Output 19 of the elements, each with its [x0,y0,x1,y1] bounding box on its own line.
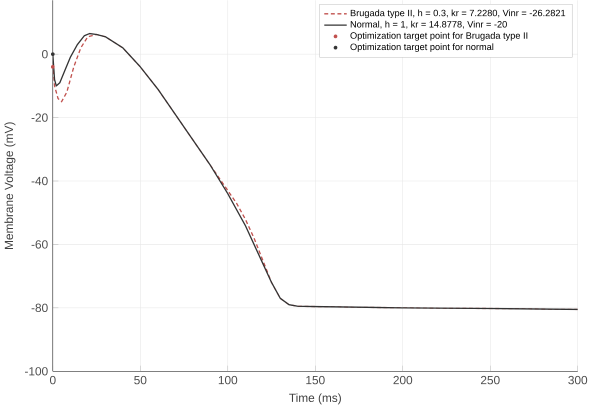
y-tick-label: -60 [32,240,48,249]
legend-label: Optimization target point for Brugada type II [350,32,528,41]
y-tick-label: -20 [32,114,48,122]
legend-label: Brugada type II, h = 0.3, kr = 7.2280, Vinr = -26.2821 [350,10,566,18]
x-tick-label: 200 [393,376,412,384]
y-tick-label: -100 [24,367,48,376]
x-tick-label: 250 [480,376,500,384]
legend-label: Normal, h = 1, kr = 14.8778, Vinr = -20 [350,20,507,29]
y-tick-label: 0 [42,50,48,58]
x-tick-label: 0 [50,376,56,384]
legend-label: Optimization target point for normal [350,43,494,52]
y-axis-title: Membrane Voltage (mV) [4,122,16,250]
x-axis-title: Time (ms) [289,393,341,404]
y-tick-label: -40 [32,176,48,186]
x-tick-label: 300 [568,376,588,384]
x-tick-label: 50 [134,376,146,384]
x-tick-label: 150 [306,376,325,384]
y-tick-label: -80 [32,304,48,312]
x-tick-label: 100 [218,376,238,384]
